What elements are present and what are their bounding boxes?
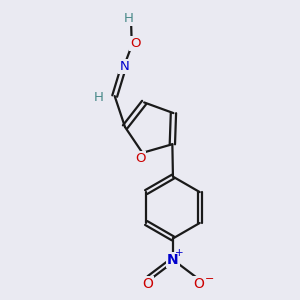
Text: H: H	[94, 91, 103, 104]
Text: H: H	[124, 12, 134, 25]
Text: N: N	[119, 60, 129, 73]
Text: N: N	[167, 253, 179, 267]
Text: O: O	[193, 278, 204, 291]
Text: +: +	[175, 248, 184, 258]
Text: O: O	[135, 152, 145, 165]
Text: O: O	[142, 278, 153, 291]
Text: O: O	[130, 37, 140, 50]
Text: −: −	[205, 274, 214, 284]
